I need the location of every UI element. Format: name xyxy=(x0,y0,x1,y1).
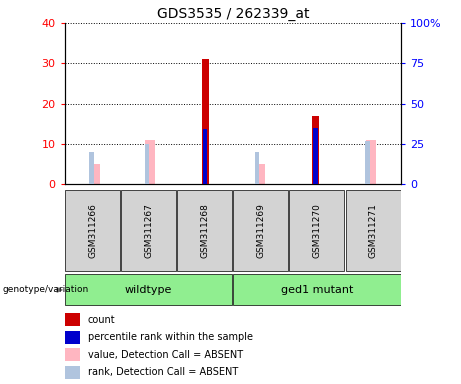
Bar xyxy=(65,366,80,379)
Text: GSM311268: GSM311268 xyxy=(200,203,209,258)
Text: rank, Detection Call = ABSENT: rank, Detection Call = ABSENT xyxy=(88,367,238,377)
Text: GSM311266: GSM311266 xyxy=(88,203,97,258)
Bar xyxy=(65,190,120,271)
Bar xyxy=(346,190,401,271)
Text: GSM311270: GSM311270 xyxy=(313,203,321,258)
Text: value, Detection Call = ABSENT: value, Detection Call = ABSENT xyxy=(88,350,243,360)
Bar xyxy=(89,152,94,184)
Text: GSM311271: GSM311271 xyxy=(368,203,378,258)
Text: GSM311269: GSM311269 xyxy=(256,203,266,258)
Text: ged1 mutant: ged1 mutant xyxy=(281,285,353,295)
Text: percentile rank within the sample: percentile rank within the sample xyxy=(88,332,253,342)
Text: genotype/variation: genotype/variation xyxy=(2,285,89,295)
Bar xyxy=(313,128,318,184)
Bar xyxy=(255,152,259,184)
Bar xyxy=(65,274,232,306)
Bar xyxy=(290,190,344,271)
Bar xyxy=(121,190,176,271)
Bar xyxy=(233,190,288,271)
Bar xyxy=(177,190,232,271)
Bar xyxy=(90,164,100,184)
Bar xyxy=(65,348,80,361)
Bar xyxy=(145,140,155,184)
Bar xyxy=(233,274,401,306)
Text: count: count xyxy=(88,315,115,325)
Text: GSM311267: GSM311267 xyxy=(144,203,153,258)
Bar xyxy=(312,116,319,184)
Bar xyxy=(202,60,208,184)
Bar xyxy=(366,140,376,184)
Bar xyxy=(145,144,149,184)
Bar xyxy=(255,164,266,184)
Text: wildtype: wildtype xyxy=(125,285,172,295)
Bar xyxy=(365,141,370,184)
Bar xyxy=(65,313,80,326)
Bar xyxy=(65,331,80,344)
Bar xyxy=(203,129,207,184)
Title: GDS3535 / 262339_at: GDS3535 / 262339_at xyxy=(157,7,309,21)
